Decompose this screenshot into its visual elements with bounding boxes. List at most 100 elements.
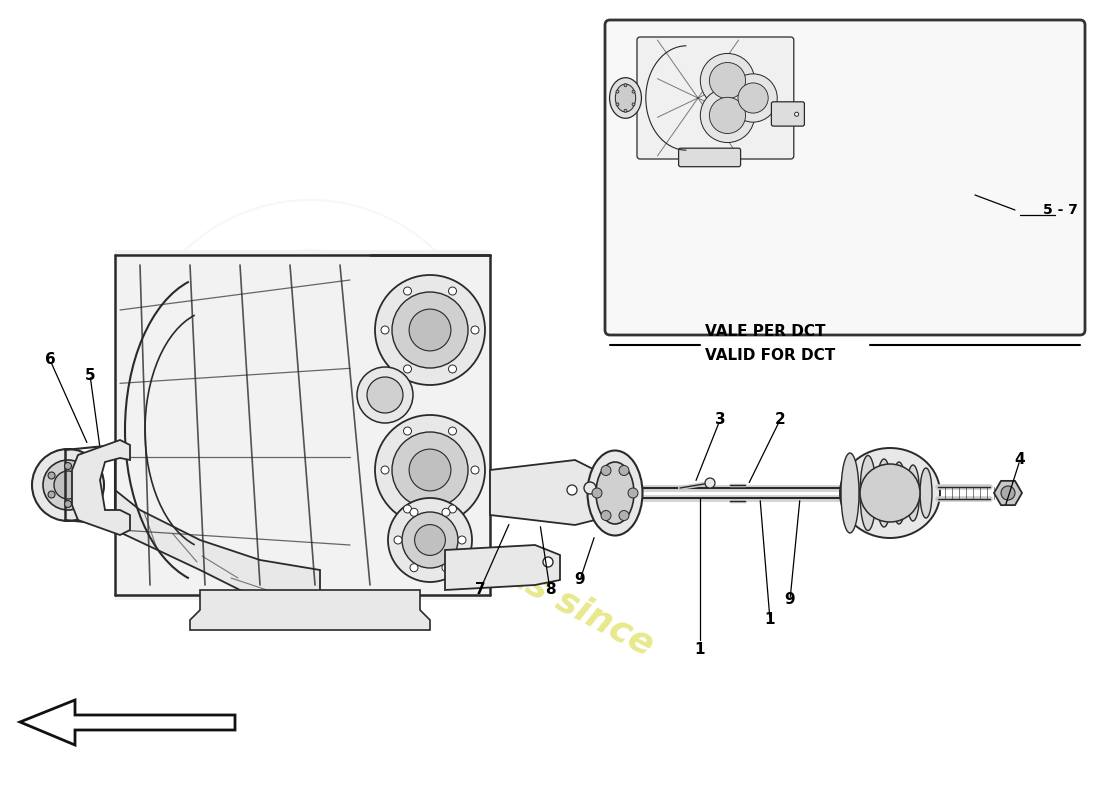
Circle shape bbox=[449, 365, 456, 373]
Circle shape bbox=[81, 491, 88, 498]
Circle shape bbox=[710, 62, 746, 98]
Circle shape bbox=[394, 536, 402, 544]
Ellipse shape bbox=[877, 459, 891, 527]
Circle shape bbox=[584, 482, 596, 494]
Ellipse shape bbox=[860, 455, 876, 530]
Text: 3: 3 bbox=[715, 413, 725, 427]
Circle shape bbox=[705, 478, 715, 488]
Circle shape bbox=[43, 460, 94, 510]
Circle shape bbox=[65, 501, 72, 507]
Circle shape bbox=[628, 488, 638, 498]
Circle shape bbox=[619, 466, 629, 475]
Circle shape bbox=[415, 525, 446, 555]
Text: 7: 7 bbox=[475, 582, 485, 598]
Circle shape bbox=[616, 90, 619, 93]
Circle shape bbox=[404, 427, 411, 435]
Circle shape bbox=[48, 491, 55, 498]
Circle shape bbox=[375, 415, 485, 525]
Circle shape bbox=[632, 90, 635, 93]
Circle shape bbox=[710, 98, 746, 134]
Circle shape bbox=[624, 110, 627, 112]
Circle shape bbox=[592, 488, 602, 498]
FancyBboxPatch shape bbox=[679, 148, 740, 166]
Circle shape bbox=[404, 505, 411, 513]
Circle shape bbox=[632, 103, 635, 106]
Circle shape bbox=[375, 275, 485, 385]
Circle shape bbox=[729, 74, 778, 122]
Text: 6: 6 bbox=[45, 353, 55, 367]
Text: 5: 5 bbox=[85, 367, 96, 382]
Circle shape bbox=[404, 287, 411, 295]
Circle shape bbox=[601, 510, 610, 521]
Circle shape bbox=[701, 54, 755, 108]
Circle shape bbox=[402, 512, 458, 568]
Circle shape bbox=[367, 377, 403, 413]
Text: 1: 1 bbox=[764, 613, 776, 627]
Ellipse shape bbox=[596, 462, 634, 524]
Polygon shape bbox=[116, 250, 490, 600]
Circle shape bbox=[619, 510, 629, 521]
Text: 1: 1 bbox=[695, 642, 705, 658]
Ellipse shape bbox=[860, 464, 920, 522]
FancyBboxPatch shape bbox=[637, 37, 794, 159]
Circle shape bbox=[471, 326, 478, 334]
Ellipse shape bbox=[920, 468, 932, 518]
Circle shape bbox=[48, 472, 55, 479]
Ellipse shape bbox=[842, 453, 859, 533]
Text: VALID FOR DCT: VALID FOR DCT bbox=[705, 349, 835, 363]
Circle shape bbox=[442, 508, 450, 516]
Circle shape bbox=[54, 471, 82, 499]
Text: 9: 9 bbox=[784, 593, 795, 607]
Ellipse shape bbox=[840, 448, 940, 538]
Ellipse shape bbox=[587, 450, 642, 535]
Circle shape bbox=[381, 326, 389, 334]
Circle shape bbox=[738, 83, 768, 113]
Polygon shape bbox=[490, 460, 595, 525]
Circle shape bbox=[458, 536, 466, 544]
Circle shape bbox=[409, 449, 451, 491]
Circle shape bbox=[65, 462, 72, 470]
Circle shape bbox=[616, 103, 619, 106]
Text: VALE PER DCT: VALE PER DCT bbox=[705, 325, 825, 339]
Circle shape bbox=[543, 557, 553, 567]
FancyBboxPatch shape bbox=[771, 102, 804, 126]
Circle shape bbox=[358, 367, 412, 423]
Ellipse shape bbox=[609, 78, 641, 118]
Circle shape bbox=[794, 112, 799, 116]
Ellipse shape bbox=[892, 462, 906, 524]
Circle shape bbox=[449, 427, 456, 435]
Polygon shape bbox=[20, 700, 235, 745]
Circle shape bbox=[404, 365, 411, 373]
Text: 8: 8 bbox=[544, 582, 556, 598]
Circle shape bbox=[388, 498, 472, 582]
Circle shape bbox=[701, 88, 755, 142]
Circle shape bbox=[1001, 486, 1015, 500]
Text: a passion for parts since: a passion for parts since bbox=[200, 397, 660, 663]
Text: 4: 4 bbox=[1014, 453, 1025, 467]
Circle shape bbox=[381, 466, 389, 474]
FancyBboxPatch shape bbox=[605, 20, 1085, 335]
Circle shape bbox=[392, 432, 468, 508]
Circle shape bbox=[410, 508, 418, 516]
Polygon shape bbox=[116, 490, 320, 610]
Circle shape bbox=[471, 466, 478, 474]
Ellipse shape bbox=[906, 465, 920, 521]
Text: 5 - 7: 5 - 7 bbox=[1043, 203, 1077, 217]
Text: 9: 9 bbox=[574, 573, 585, 587]
Polygon shape bbox=[190, 590, 430, 630]
Circle shape bbox=[449, 287, 456, 295]
Circle shape bbox=[409, 309, 451, 351]
Circle shape bbox=[392, 292, 468, 368]
Polygon shape bbox=[72, 440, 130, 535]
Ellipse shape bbox=[615, 84, 636, 112]
Circle shape bbox=[601, 466, 610, 475]
Circle shape bbox=[32, 449, 105, 521]
Circle shape bbox=[410, 564, 418, 572]
Circle shape bbox=[442, 564, 450, 572]
Text: 2: 2 bbox=[774, 413, 785, 427]
Circle shape bbox=[624, 84, 627, 86]
Circle shape bbox=[566, 485, 578, 495]
Polygon shape bbox=[446, 545, 560, 590]
Circle shape bbox=[449, 505, 456, 513]
Circle shape bbox=[81, 472, 88, 479]
